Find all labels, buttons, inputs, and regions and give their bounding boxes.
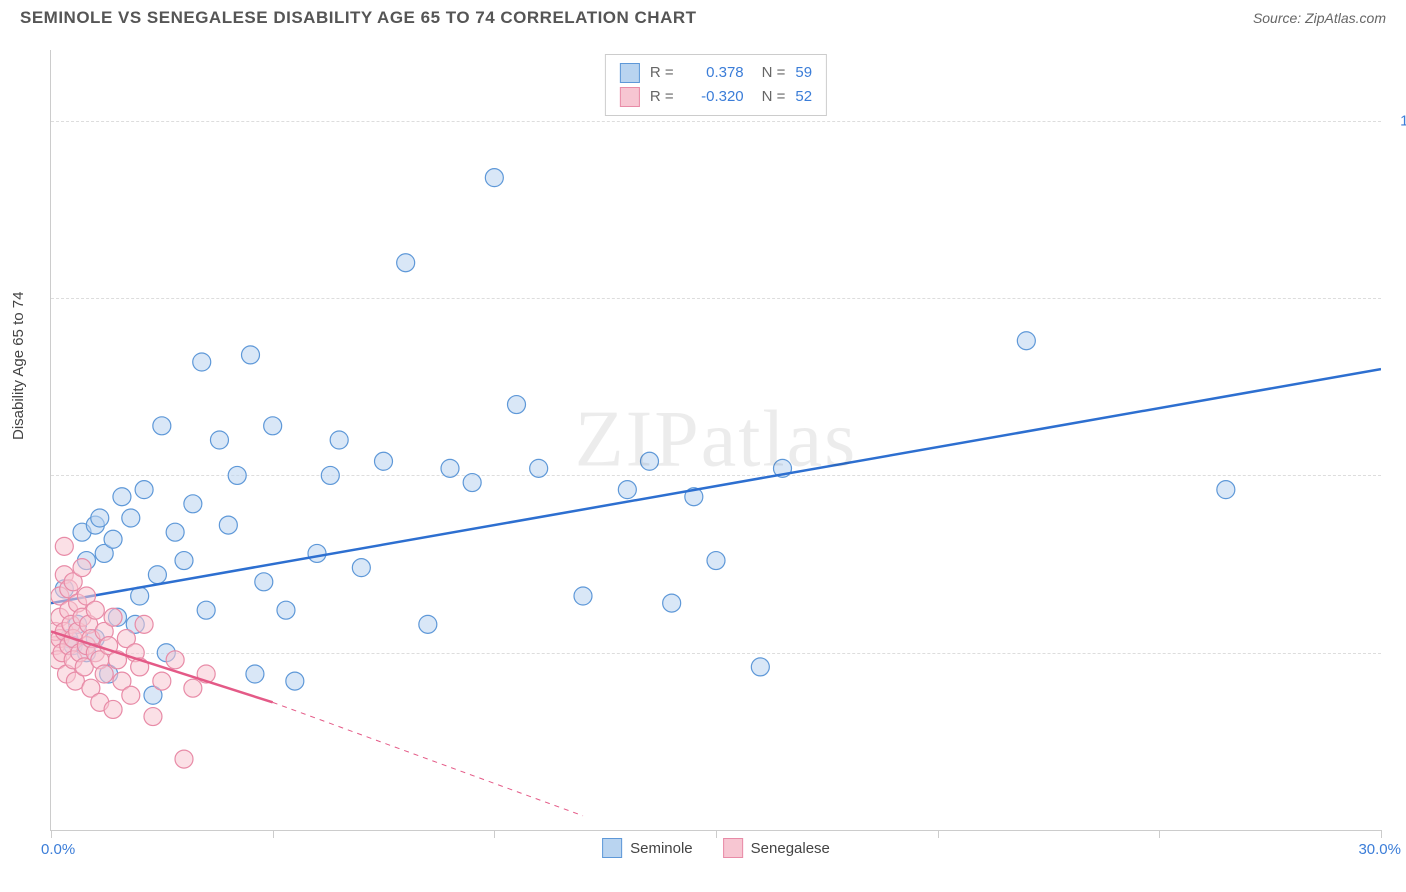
data-point bbox=[210, 431, 228, 449]
data-point bbox=[91, 509, 109, 527]
data-point bbox=[352, 559, 370, 577]
data-point bbox=[122, 686, 140, 704]
data-point bbox=[308, 544, 326, 562]
data-point bbox=[397, 254, 415, 272]
data-point bbox=[574, 587, 592, 605]
data-point bbox=[246, 665, 264, 683]
data-point bbox=[219, 516, 237, 534]
data-point bbox=[113, 488, 131, 506]
x-tick bbox=[273, 830, 274, 838]
legend-swatch bbox=[620, 63, 640, 83]
data-point bbox=[530, 459, 548, 477]
data-point bbox=[663, 594, 681, 612]
legend-swatch bbox=[620, 87, 640, 107]
legend-series-item: Senegalese bbox=[723, 838, 830, 858]
data-point bbox=[419, 615, 437, 633]
data-point bbox=[264, 417, 282, 435]
scatter-plot-svg bbox=[51, 50, 1381, 830]
data-point bbox=[277, 601, 295, 619]
data-point bbox=[73, 559, 91, 577]
data-point bbox=[228, 466, 246, 484]
data-point bbox=[175, 552, 193, 570]
trend-line-extrapolated bbox=[273, 702, 583, 815]
source-prefix: Source: bbox=[1253, 10, 1305, 26]
data-point bbox=[193, 353, 211, 371]
data-point bbox=[255, 573, 273, 591]
x-tick-label: 0.0% bbox=[41, 841, 75, 858]
legend-r-value: 0.378 bbox=[684, 61, 744, 85]
x-tick bbox=[938, 830, 939, 838]
data-point bbox=[463, 474, 481, 492]
legend-row: R = 0.378 N = 59 bbox=[620, 61, 812, 85]
data-point bbox=[175, 750, 193, 768]
data-point bbox=[286, 672, 304, 690]
legend-row: R = -0.320 N = 52 bbox=[620, 85, 812, 109]
y-tick-label: 100.0% bbox=[1400, 112, 1406, 129]
data-point bbox=[95, 665, 113, 683]
chart-title: SEMINOLE VS SENEGALESE DISABILITY AGE 65… bbox=[20, 8, 697, 28]
data-point bbox=[1217, 481, 1235, 499]
data-point bbox=[166, 523, 184, 541]
legend-swatch bbox=[723, 838, 743, 858]
data-point bbox=[55, 537, 73, 555]
data-point bbox=[148, 566, 166, 584]
x-tick bbox=[494, 830, 495, 838]
legend-r-label: R = bbox=[650, 61, 674, 85]
legend-n-label: N = bbox=[762, 61, 786, 85]
data-point bbox=[135, 481, 153, 499]
x-tick bbox=[716, 830, 717, 838]
header: SEMINOLE VS SENEGALESE DISABILITY AGE 65… bbox=[0, 0, 1406, 32]
data-point bbox=[135, 615, 153, 633]
data-point bbox=[166, 651, 184, 669]
data-point bbox=[641, 452, 659, 470]
data-point bbox=[707, 552, 725, 570]
legend-r-label: R = bbox=[650, 85, 674, 109]
data-point bbox=[184, 495, 202, 513]
data-point bbox=[104, 700, 122, 718]
data-point bbox=[485, 169, 503, 187]
legend-series-label: Seminole bbox=[630, 840, 693, 857]
data-point bbox=[321, 466, 339, 484]
data-point bbox=[197, 601, 215, 619]
data-point bbox=[153, 672, 171, 690]
data-point bbox=[104, 608, 122, 626]
legend-r-value: -0.320 bbox=[684, 85, 744, 109]
data-point bbox=[375, 452, 393, 470]
legend-series-label: Senegalese bbox=[751, 840, 830, 857]
data-point bbox=[330, 431, 348, 449]
source-text: Source: ZipAtlas.com bbox=[1253, 10, 1386, 26]
x-tick bbox=[1159, 830, 1160, 838]
x-tick bbox=[1381, 830, 1382, 838]
data-point bbox=[751, 658, 769, 676]
data-point bbox=[618, 481, 636, 499]
legend-series-item: Seminole bbox=[602, 838, 693, 858]
legend-n-value: 59 bbox=[795, 61, 812, 85]
data-point bbox=[441, 459, 459, 477]
plot-area: ZIPatlas R =0.378N =59R =-0.320N =52 Sem… bbox=[50, 50, 1381, 831]
y-axis-label: Disability Age 65 to 74 bbox=[10, 292, 27, 440]
legend-swatch bbox=[602, 838, 622, 858]
legend-n-label: N = bbox=[762, 85, 786, 109]
data-point bbox=[242, 346, 260, 364]
data-point bbox=[153, 417, 171, 435]
x-tick-label: 30.0% bbox=[1358, 841, 1401, 858]
data-point bbox=[122, 509, 140, 527]
data-point bbox=[104, 530, 122, 548]
legend-series: Seminole Senegalese bbox=[602, 838, 830, 858]
source-name: ZipAtlas.com bbox=[1305, 10, 1386, 26]
data-point bbox=[86, 601, 104, 619]
legend-n-value: 52 bbox=[795, 85, 812, 109]
data-point bbox=[144, 708, 162, 726]
data-point bbox=[508, 396, 526, 414]
data-point bbox=[1017, 332, 1035, 350]
data-point bbox=[184, 679, 202, 697]
x-tick bbox=[51, 830, 52, 838]
legend-correlation: R = 0.378 N = 59 R = -0.320 N = 52 bbox=[605, 54, 827, 116]
